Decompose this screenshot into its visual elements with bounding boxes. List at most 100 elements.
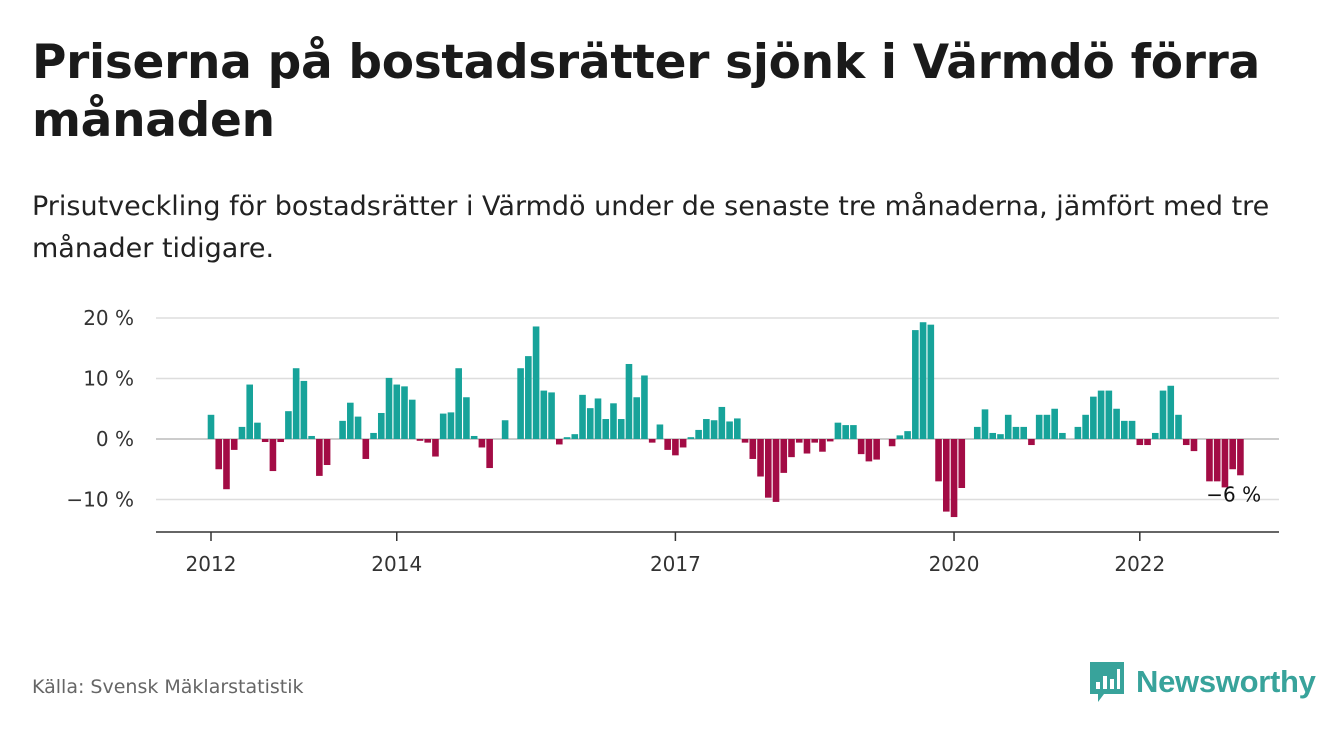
x-tick-label: 2012	[186, 552, 237, 576]
bar	[718, 406, 726, 439]
bar	[548, 392, 555, 439]
bar	[865, 439, 873, 462]
y-tick-label: 10 %	[83, 367, 134, 391]
bar	[1028, 439, 1035, 446]
bar-chart: 20 % 10 % 0 % −10 % 2012 2014 2017 2020 2022 −6 %	[66, 306, 1279, 576]
bar	[316, 439, 323, 476]
bar	[919, 322, 927, 439]
bar	[447, 412, 455, 439]
bar	[989, 432, 997, 439]
bar	[850, 425, 857, 439]
bar	[339, 420, 346, 439]
bar	[354, 416, 362, 439]
bar	[896, 435, 904, 439]
source-note: Källa: Svensk Mäklarstatistik	[32, 676, 304, 698]
bar	[1121, 420, 1128, 439]
bar	[1035, 414, 1043, 439]
x-tick-label: 2014	[371, 552, 422, 576]
bar	[795, 439, 803, 443]
bar	[610, 403, 617, 440]
bar	[300, 380, 308, 439]
bar	[943, 439, 950, 512]
bar	[1051, 408, 1058, 439]
bar	[254, 422, 261, 439]
bar	[292, 368, 300, 439]
bar	[556, 439, 563, 445]
last-value-label: −6 %	[1206, 482, 1261, 506]
bar	[393, 384, 401, 439]
bar	[1182, 439, 1190, 446]
bar	[1090, 396, 1097, 439]
bar	[455, 368, 462, 439]
bar	[408, 399, 416, 439]
bar	[370, 432, 377, 439]
bar	[269, 439, 277, 472]
bar	[215, 439, 223, 470]
bar	[230, 439, 238, 450]
bar	[958, 439, 966, 488]
y-tick-label: 0 %	[96, 427, 134, 451]
bar	[749, 439, 757, 459]
bar	[525, 356, 532, 439]
bar	[726, 421, 733, 439]
bar	[912, 330, 919, 439]
bar	[819, 439, 826, 452]
bar	[741, 439, 749, 443]
bar	[734, 418, 741, 439]
bar	[207, 414, 215, 439]
bar	[1136, 439, 1144, 446]
bar	[780, 439, 788, 473]
bar	[927, 324, 935, 439]
bar	[656, 424, 664, 439]
bar	[1221, 439, 1229, 488]
bar	[772, 439, 780, 502]
bar	[710, 420, 718, 439]
bar	[842, 425, 849, 439]
bar	[981, 409, 989, 439]
bar	[1159, 390, 1167, 439]
bar	[1043, 414, 1051, 439]
bar	[1082, 414, 1089, 439]
bar	[1175, 414, 1182, 439]
bar	[571, 434, 579, 439]
bar	[687, 437, 695, 439]
bar	[973, 426, 981, 439]
bar	[1167, 385, 1175, 439]
bar	[470, 435, 478, 439]
bar	[757, 439, 764, 477]
bar	[1113, 408, 1120, 439]
bar	[1059, 432, 1066, 439]
bar	[1004, 414, 1012, 439]
bar	[602, 419, 610, 439]
bar	[857, 439, 865, 455]
bar	[1105, 390, 1113, 439]
bar	[633, 397, 640, 439]
bar	[478, 439, 486, 448]
bar	[362, 439, 370, 459]
bar	[579, 394, 586, 439]
x-tick-label: 2020	[929, 552, 980, 576]
bar	[323, 439, 331, 466]
bar	[641, 375, 648, 439]
bar	[1012, 426, 1020, 439]
bar	[788, 439, 795, 458]
bar	[997, 434, 1004, 439]
bar	[1074, 426, 1082, 439]
bar	[834, 422, 842, 439]
bar	[347, 402, 354, 439]
chart-title: Priserna på bostadsrätter sjönk i Värmdö…	[32, 35, 1260, 148]
bar	[1190, 439, 1198, 452]
bar	[672, 439, 679, 456]
bar	[1229, 439, 1236, 470]
bar	[803, 439, 811, 454]
bar	[664, 439, 671, 450]
bar	[679, 439, 687, 448]
bar	[223, 439, 230, 490]
bar	[826, 439, 834, 442]
y-tick-label: 20 %	[83, 306, 134, 330]
bar	[385, 377, 393, 439]
bar	[1144, 439, 1151, 446]
chart-subtitle: Prisutveckling för bostadsrätter i Värmd…	[32, 191, 1270, 264]
bar	[1151, 432, 1159, 439]
bar	[703, 419, 710, 439]
